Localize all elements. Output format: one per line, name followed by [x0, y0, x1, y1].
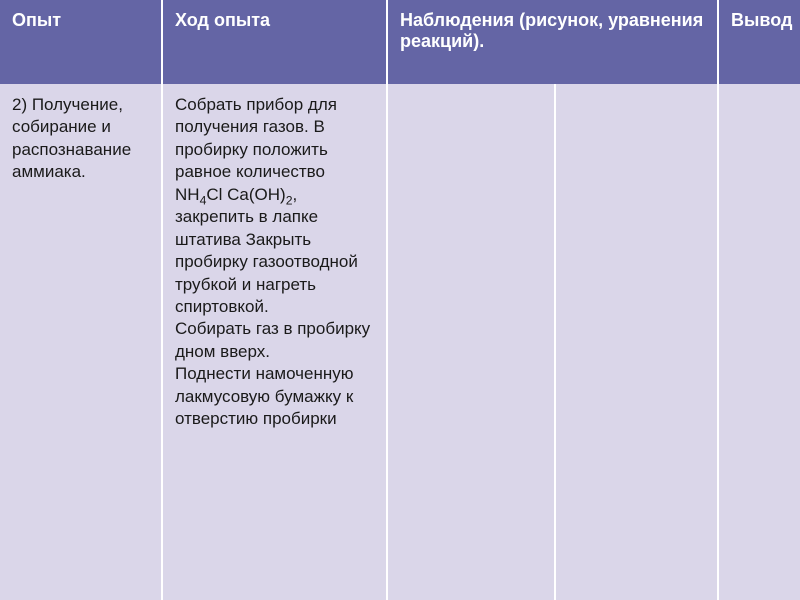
- cell-procedure: Собрать прибор для получения газов. В пр…: [162, 84, 387, 600]
- table-row: 2) Получение, собирание и распознавание …: [0, 84, 800, 600]
- subscript: 2: [286, 193, 293, 207]
- procedure-paragraph-1: Собрать прибор для получения газов. В пр…: [175, 94, 374, 318]
- procedure-paragraph-3: Поднести намоченную лакмусовую бумажку к…: [175, 363, 374, 430]
- header-observations: Наблюдения (рисунок, уравнения реакций).: [387, 0, 718, 84]
- experiment-table: Опыт Ход опыта Наблюдения (рисунок, урав…: [0, 0, 800, 600]
- procedure-paragraph-2: Собирать газ в пробирку дном вверх.: [175, 318, 374, 363]
- cell-conclusion: [718, 84, 800, 600]
- cell-observation-1: [387, 84, 555, 600]
- header-procedure: Ход опыта: [162, 0, 387, 84]
- cell-observation-2: [555, 84, 718, 600]
- table-header-row: Опыт Ход опыта Наблюдения (рисунок, урав…: [0, 0, 800, 84]
- procedure-text: Cl Ca(OH): [206, 185, 285, 204]
- header-conclusion: Вывод: [718, 0, 800, 84]
- header-experiment: Опыт: [0, 0, 162, 84]
- cell-experiment: 2) Получение, собирание и распознавание …: [0, 84, 162, 600]
